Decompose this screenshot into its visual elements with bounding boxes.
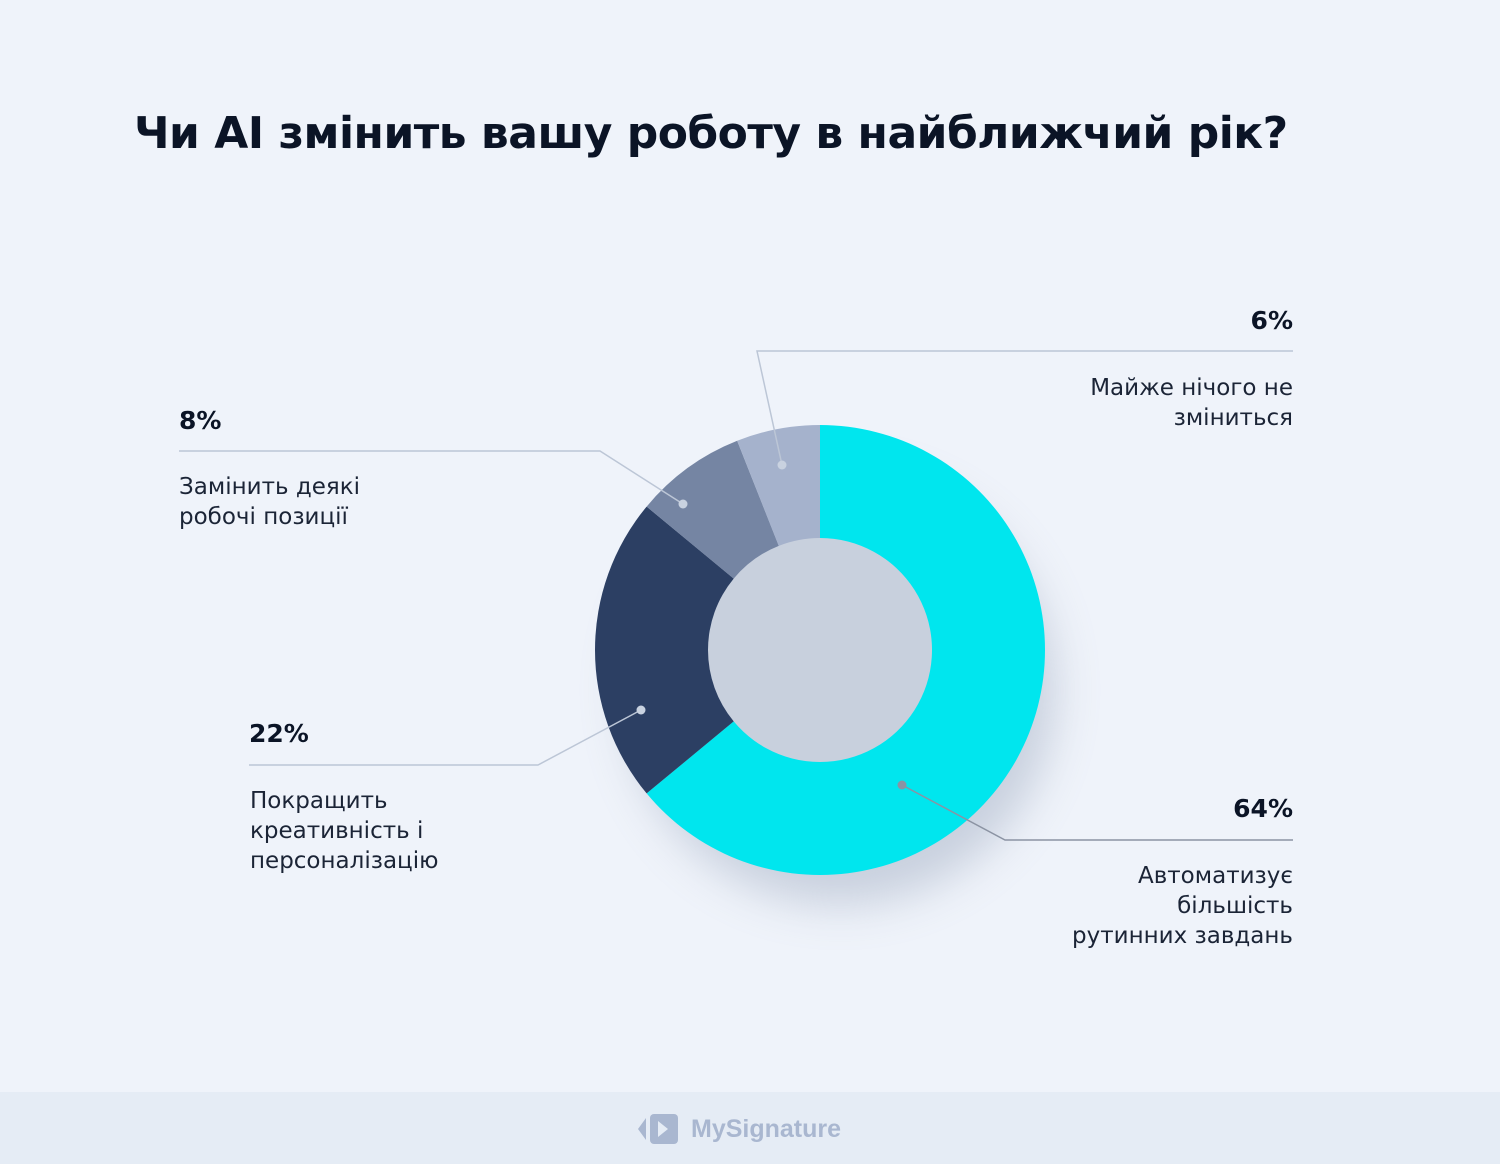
leader-line-1 xyxy=(249,709,642,766)
leader-dot-3 xyxy=(777,460,787,470)
brand-logo: MySignature xyxy=(637,1112,841,1146)
leader-dot-2 xyxy=(678,499,688,509)
data-label-percent-1: 22% xyxy=(249,719,309,748)
data-label-category-1: Покращить креативність і персоналізацію xyxy=(250,788,439,874)
leader-line-0 xyxy=(901,784,1293,841)
leader-dot-0 xyxy=(897,780,907,790)
leader-line-2 xyxy=(179,450,684,505)
data-label-category-3: Майже нічого не зміниться xyxy=(1090,375,1293,431)
donut-slice-2 xyxy=(646,440,779,579)
leader-line-3 xyxy=(756,350,1293,466)
chart-title: Чи AI змінить вашу роботу в найближчий р… xyxy=(134,108,1288,159)
data-label-percent-0: 64% xyxy=(1233,794,1293,823)
donut-slice-1 xyxy=(594,506,734,794)
donut-chart xyxy=(179,350,1293,905)
leader-dot-1 xyxy=(636,705,646,715)
data-label-category-0: Автоматизує більшість рутинних завдань xyxy=(1072,863,1293,949)
mysignature-logo-icon xyxy=(638,1114,678,1144)
footer xyxy=(0,1092,1500,1164)
donut-slice-3 xyxy=(737,425,820,546)
donut-slice-0 xyxy=(646,425,1045,876)
data-label-percent-2: 8% xyxy=(179,406,222,435)
data-label-percent-3: 6% xyxy=(1250,306,1293,335)
data-label-category-2: Замінить деякі робочі позиції xyxy=(179,474,361,530)
brand-name: MySignature xyxy=(691,1114,842,1143)
